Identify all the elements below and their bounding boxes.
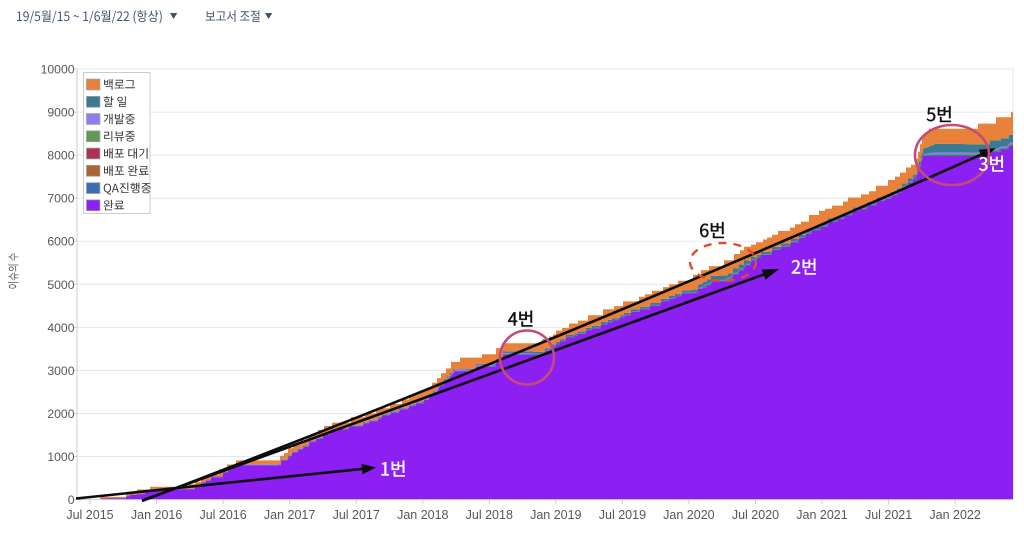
- svg-text:Jan 2016: Jan 2016: [131, 508, 182, 522]
- svg-text:7000: 7000: [47, 192, 74, 206]
- svg-text:3000: 3000: [47, 364, 74, 378]
- svg-text:Jul 2017: Jul 2017: [333, 508, 380, 522]
- svg-text:Jul 2019: Jul 2019: [599, 508, 646, 522]
- svg-text:10000: 10000: [41, 63, 75, 77]
- svg-text:Jan 2019: Jan 2019: [530, 508, 581, 522]
- svg-text:9000: 9000: [47, 106, 74, 120]
- svg-text:4000: 4000: [47, 321, 74, 335]
- svg-text:Jan 2021: Jan 2021: [796, 508, 847, 522]
- svg-text:2000: 2000: [47, 407, 74, 421]
- svg-text:Jul 2020: Jul 2020: [732, 508, 779, 522]
- svg-text:Jan 2017: Jan 2017: [264, 508, 315, 522]
- svg-text:0: 0: [68, 493, 75, 507]
- svg-text:Jul 2016: Jul 2016: [199, 508, 246, 522]
- svg-text:Jul 2018: Jul 2018: [466, 508, 513, 522]
- svg-text:Jan 2020: Jan 2020: [663, 508, 714, 522]
- svg-text:Jul 2021: Jul 2021: [865, 508, 912, 522]
- svg-text:5000: 5000: [47, 278, 74, 292]
- svg-text:1000: 1000: [47, 450, 74, 464]
- svg-text:6000: 6000: [47, 235, 74, 249]
- svg-text:Jan 2022: Jan 2022: [929, 508, 980, 522]
- svg-text:Jan 2018: Jan 2018: [397, 508, 448, 522]
- svg-text:Jul 2015: Jul 2015: [66, 508, 113, 522]
- svg-text:8000: 8000: [47, 149, 74, 163]
